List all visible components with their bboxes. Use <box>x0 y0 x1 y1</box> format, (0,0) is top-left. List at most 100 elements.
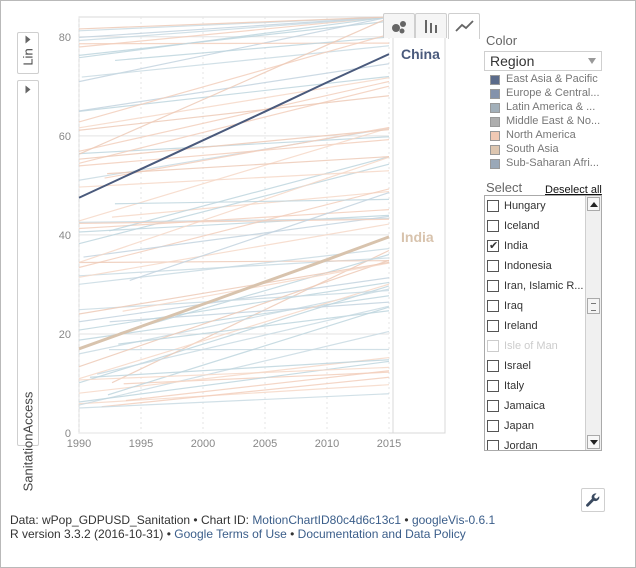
background-trail <box>78 16 390 83</box>
scroll-thumb[interactable] <box>587 298 600 314</box>
x-tick-label: 2000 <box>191 438 215 450</box>
background-trail <box>78 366 390 381</box>
background-trail <box>78 127 390 222</box>
terms-link[interactable]: Google Terms of Use <box>174 527 287 541</box>
series-line <box>78 235 390 351</box>
list-item-label: Iceland <box>504 220 540 232</box>
checkbox[interactable]: ✔ <box>487 240 499 252</box>
legend-swatch <box>490 117 500 127</box>
select-heading: Select <box>486 180 523 195</box>
legend-label: Europe & Central... <box>506 87 600 99</box>
series-label: India <box>401 229 434 245</box>
policy-link[interactable]: Documentation and Data Policy <box>297 527 466 541</box>
checkbox[interactable] <box>487 380 499 392</box>
list-item[interactable]: Iran, Islamic R... <box>487 276 583 296</box>
list-item[interactable]: Hungary <box>487 196 583 216</box>
background-trail <box>78 214 390 233</box>
color-variable-value: Region <box>490 53 535 69</box>
list-item[interactable]: Jordan <box>487 436 583 450</box>
background-trail <box>78 16 390 30</box>
background-trail <box>78 20 390 56</box>
background-trail <box>78 163 390 245</box>
background-trail <box>114 198 390 205</box>
list-item-label: Isle of Man <box>504 340 558 352</box>
list-item[interactable]: Italy <box>487 376 583 396</box>
bubble-chart-tab[interactable] <box>383 13 415 38</box>
checkbox[interactable] <box>487 300 499 312</box>
color-variable-select[interactable]: Region <box>484 51 602 71</box>
chevron-down-icon <box>588 58 596 64</box>
chevron-down-icon <box>25 35 31 44</box>
list-item-label: Indonesia <box>504 260 552 272</box>
wrench-icon <box>586 493 600 507</box>
background-trail <box>115 36 390 62</box>
checkbox <box>487 340 499 352</box>
legend-swatch <box>490 103 500 113</box>
list-item[interactable]: Indonesia <box>487 256 583 276</box>
settings-button[interactable] <box>581 488 605 512</box>
checkbox[interactable] <box>487 280 499 292</box>
list-item[interactable]: Iraq <box>487 296 583 316</box>
y-axis-variable-label: SanitationAccess <box>20 391 36 492</box>
bar-chart-icon <box>425 20 437 33</box>
footer-separator: • <box>286 527 298 541</box>
background-trail <box>78 33 390 123</box>
footer-line-1: Data: wPop_GDPUSD_Sanitation • Chart ID:… <box>10 513 495 527</box>
checkbox[interactable] <box>487 260 499 272</box>
x-tick-label: 2010 <box>315 438 339 450</box>
googlevis-link[interactable]: googleVis-0.6.1 <box>411 513 496 527</box>
background-trail <box>81 45 390 78</box>
checkbox[interactable] <box>487 320 499 332</box>
legend-swatch <box>490 159 500 169</box>
line-chart[interactable]: 0 20 40 60 80 1990 1995 2000 2005 2010 2015 China In… <box>41 11 481 457</box>
background-trail <box>78 75 390 112</box>
background-trail <box>78 129 390 160</box>
list-scrollbar[interactable] <box>585 196 601 450</box>
scale-label: Lin <box>20 48 36 66</box>
scale-selector[interactable]: Lin <box>17 32 39 74</box>
background-trail <box>78 259 390 368</box>
list-item[interactable]: ✔ India <box>487 236 583 256</box>
list-item-label: India <box>504 240 528 252</box>
list-item[interactable]: Japan <box>487 416 583 436</box>
list-item: Isle of Man <box>487 336 583 356</box>
series-line <box>78 53 390 199</box>
background-trail <box>78 85 390 164</box>
legend-swatch <box>490 145 500 155</box>
checkbox[interactable] <box>487 200 499 212</box>
checkbox[interactable] <box>487 400 499 412</box>
background-trail <box>96 305 390 375</box>
chart-id-link[interactable]: MotionChartID80c4d6c13c1 <box>252 513 402 527</box>
list-item[interactable]: Jamaica <box>487 396 583 416</box>
y-axis-variable-selector[interactable]: SanitationAccess <box>17 80 39 491</box>
deselect-all-link[interactable]: Deselect all <box>545 184 602 196</box>
background-trail <box>101 376 390 408</box>
background-trail <box>78 156 390 264</box>
scroll-down-icon[interactable] <box>587 435 600 449</box>
list-item[interactable]: Israel <box>487 356 583 376</box>
background-trail <box>78 17 390 155</box>
background-trail <box>107 306 390 396</box>
checkmark-icon: ✔ <box>489 240 499 252</box>
list-item-label: Hungary <box>504 200 546 212</box>
list-item[interactable]: Ireland <box>487 316 583 336</box>
x-tick-label: 2005 <box>253 438 277 450</box>
background-trail <box>78 77 390 129</box>
scroll-up-icon[interactable] <box>587 197 600 211</box>
list-item[interactable]: Iceland <box>487 216 583 236</box>
background-trail <box>83 215 390 258</box>
list-item-label: Ireland <box>504 320 538 332</box>
checkbox[interactable] <box>487 420 499 432</box>
background-trail <box>125 370 390 402</box>
line-chart-tab[interactable] <box>448 13 480 39</box>
checkbox[interactable] <box>487 360 499 372</box>
legend-swatch <box>490 89 500 99</box>
entity-select-list[interactable]: Hungary Iceland ✔ India Indonesia Iran, Islam… <box>484 195 602 451</box>
background-trail <box>78 281 390 331</box>
checkbox[interactable] <box>487 440 499 450</box>
bar-chart-tab[interactable] <box>415 13 447 38</box>
legend-label: Middle East & No... <box>506 115 601 127</box>
checkbox[interactable] <box>487 220 499 232</box>
background-trail <box>78 283 390 380</box>
background-trail <box>78 360 390 403</box>
